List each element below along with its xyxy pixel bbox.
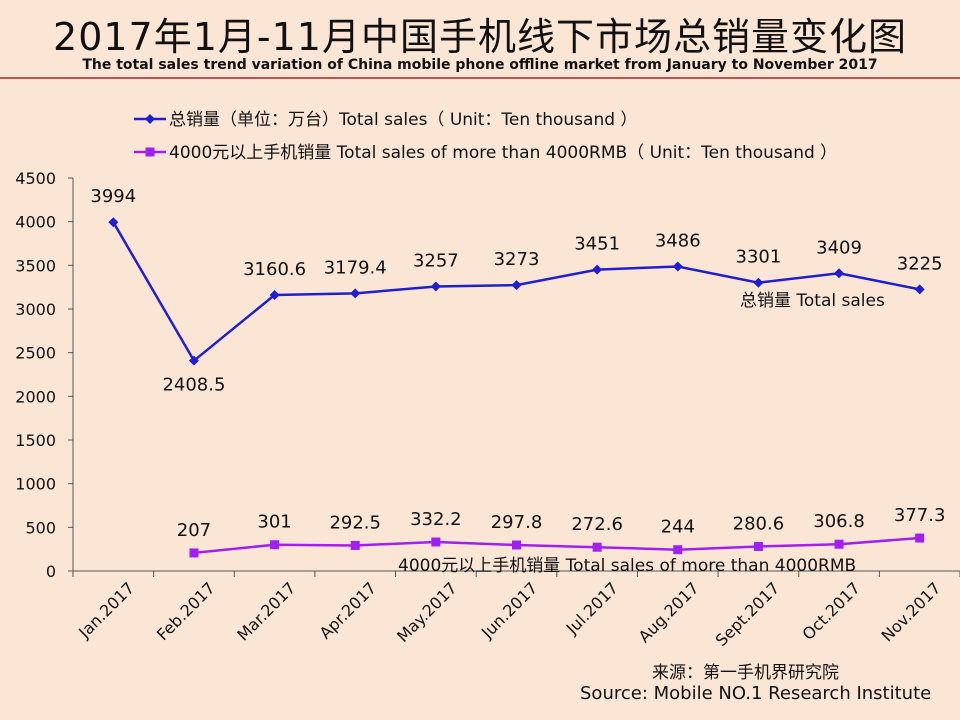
x-tick-label: Oct.2017 [798, 578, 863, 643]
data-label: 377.3 [894, 505, 946, 526]
data-label: 301 [257, 512, 291, 533]
data-label: 3273 [494, 249, 540, 270]
data-label: 2408.5 [162, 375, 225, 396]
chart-title: 2017年1月-11月中国手机线下市场总销量变化图 [53, 15, 907, 59]
series-annotation: 4000元以上手机销量 Total sales of more than 400… [398, 556, 856, 576]
y-tick-label: 2000 [15, 387, 56, 406]
data-label: 3486 [655, 231, 701, 252]
data-label: 3257 [413, 251, 459, 272]
data-point [189, 548, 199, 558]
data-point [108, 217, 119, 228]
data-point [915, 533, 925, 543]
data-label: 3160.6 [243, 259, 306, 280]
series-annotation: 总销量 Total sales [740, 291, 885, 311]
data-label: 3451 [574, 234, 620, 255]
data-point [672, 261, 683, 272]
y-tick-label: 4000 [15, 213, 56, 232]
data-point [270, 540, 280, 550]
data-point [188, 355, 199, 366]
data-label: 3409 [816, 237, 862, 258]
data-point [753, 541, 763, 551]
x-tick-label: Jun.2017 [477, 578, 541, 642]
data-point [350, 540, 360, 550]
chart-subtitle: The total sales trend variation of China… [82, 57, 878, 73]
data-label: 3301 [736, 247, 782, 268]
title-divider [0, 77, 960, 79]
data-label: 3179.4 [324, 257, 387, 278]
data-point [430, 281, 441, 292]
series-line-2 [193, 536, 920, 555]
data-label: 207 [177, 520, 211, 541]
x-tick-label: Sept.2017 [712, 578, 784, 650]
x-tick-label: Aug.2017 [635, 578, 703, 646]
data-point [512, 540, 521, 550]
data-label: 3994 [90, 186, 136, 207]
y-tick-label: 1500 [15, 431, 56, 450]
data-point [592, 264, 603, 275]
data-label: 244 [661, 517, 695, 538]
legend-marker [145, 114, 155, 124]
x-tick-label: Feb.2017 [153, 578, 219, 644]
y-tick-label: 0 [46, 562, 56, 581]
y-tick-label: 500 [25, 518, 56, 537]
data-point [511, 280, 522, 291]
source-note-cn: 来源：第一手机界研究院 [652, 663, 839, 683]
x-tick-label: May.2017 [393, 578, 461, 646]
y-tick-label: 3000 [15, 300, 56, 319]
data-point [673, 545, 683, 555]
x-tick-label: Nov.2017 [877, 578, 944, 645]
y-tick-label: 4500 [15, 169, 56, 188]
y-tick-label: 2500 [15, 344, 56, 363]
data-point [753, 277, 764, 288]
data-point [914, 284, 925, 295]
data-label: 292.5 [329, 512, 381, 533]
data-label: 332.2 [410, 509, 462, 530]
data-point [834, 268, 845, 279]
data-point [350, 288, 361, 299]
legend-marker [145, 147, 155, 157]
data-point [834, 539, 844, 549]
data-point [269, 289, 280, 300]
data-label: 272.6 [571, 514, 623, 535]
data-label: 3225 [897, 253, 943, 274]
x-tick-label: Jan.2017 [74, 578, 138, 642]
x-tick-label: Jul.2017 [562, 578, 622, 638]
source-note-en: Source: Mobile NO.1 Research Institute [580, 683, 932, 704]
x-tick-label: Mar.2017 [233, 578, 299, 644]
data-label: 280.6 [733, 513, 785, 534]
data-label: 306.8 [813, 511, 865, 532]
legend-label: 4000元以上手机销量 Total sales of more than 400… [169, 143, 837, 163]
data-point [592, 542, 602, 552]
legend-label: 总销量（单位：万台）Total sales（ Unit：Ten thousand… [169, 110, 637, 130]
x-tick-label: Apr.2017 [316, 578, 380, 642]
y-tick-label: 3500 [15, 256, 56, 275]
data-point [431, 537, 441, 547]
y-tick-label: 1000 [15, 475, 56, 494]
data-label: 297.8 [491, 512, 543, 533]
